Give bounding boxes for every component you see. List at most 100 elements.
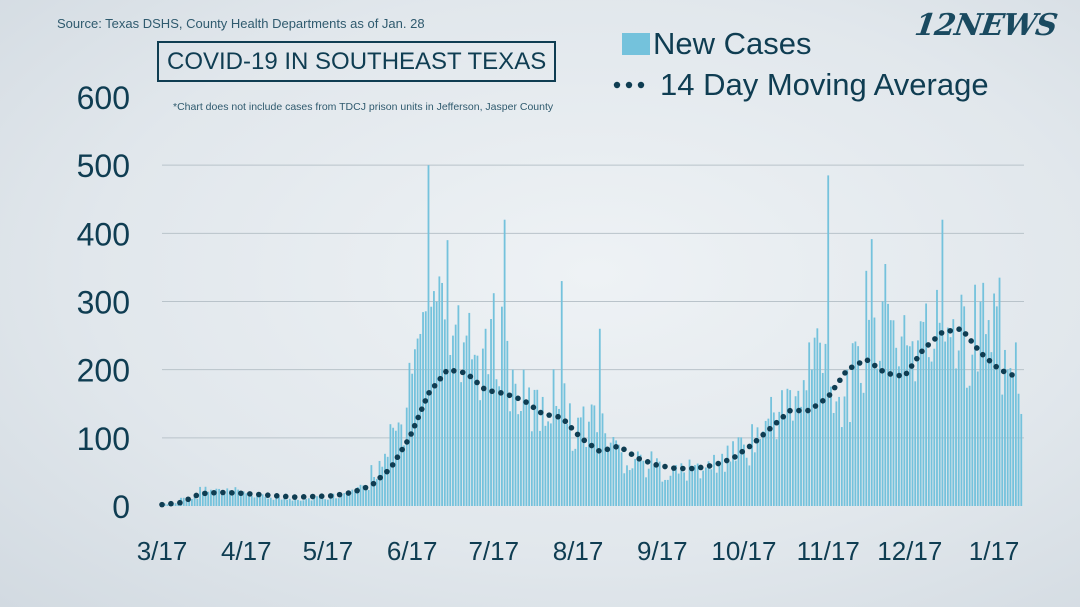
x-tick-label: 5/17 bbox=[303, 536, 354, 566]
moving-average-dot bbox=[389, 462, 396, 468]
bar-new-cases-daily bbox=[862, 392, 865, 506]
bar-new-cases-daily bbox=[307, 498, 310, 506]
bar-new-cases-daily bbox=[849, 422, 851, 506]
bar-new-cases-daily bbox=[851, 343, 854, 506]
bar-new-cases bbox=[294, 497, 297, 506]
bar-new-cases-daily bbox=[753, 452, 756, 506]
bar-new-cases-daily bbox=[378, 460, 381, 506]
bar-new-cases-daily bbox=[242, 491, 245, 506]
moving-average-dot bbox=[229, 490, 235, 496]
bar-new-cases-daily bbox=[517, 414, 520, 506]
bar-new-cases-daily bbox=[791, 420, 794, 506]
bar-new-cases-daily bbox=[919, 321, 922, 506]
moving-average-dot bbox=[238, 490, 244, 497]
bar-new-cases-daily bbox=[525, 402, 528, 506]
bar-new-cases-daily bbox=[229, 490, 231, 506]
bar-new-cases-daily bbox=[454, 324, 457, 506]
moving-average-dot bbox=[925, 342, 932, 348]
bar-new-cases-daily bbox=[558, 408, 560, 506]
bar-new-cases-daily bbox=[661, 481, 664, 506]
moving-average-dot bbox=[282, 493, 289, 500]
bar-new-cases-daily bbox=[471, 359, 473, 506]
moving-average-dot bbox=[1009, 372, 1015, 378]
moving-average-dot bbox=[568, 425, 575, 431]
bar-new-cases-daily bbox=[854, 341, 857, 506]
moving-average-dot bbox=[498, 390, 504, 396]
bar-new-cases-daily bbox=[394, 430, 397, 506]
bar-new-cases-daily bbox=[264, 496, 267, 506]
moving-average-dot bbox=[523, 399, 529, 405]
bar-new-cases-daily bbox=[974, 284, 976, 506]
moving-average-dot bbox=[422, 398, 429, 404]
bar-new-cases bbox=[199, 486, 201, 506]
moving-average-dot bbox=[574, 431, 581, 438]
bar-new-cases-daily bbox=[539, 430, 541, 506]
bar-new-cases-daily bbox=[166, 504, 169, 506]
bar-new-cases-daily bbox=[620, 452, 623, 506]
bar-new-cases-daily bbox=[813, 337, 816, 506]
bar-new-cases bbox=[256, 493, 259, 506]
moving-average-dot bbox=[354, 487, 360, 494]
bar-new-cases-daily bbox=[715, 472, 718, 506]
moving-average-dot bbox=[753, 437, 760, 444]
bar-new-cases-daily bbox=[487, 374, 490, 506]
bar-new-cases-daily bbox=[718, 465, 721, 506]
y-tick-label: 200 bbox=[77, 353, 130, 389]
bar-new-cases-daily bbox=[196, 499, 199, 506]
bar-new-cases bbox=[275, 495, 278, 506]
bar-new-cases-daily bbox=[816, 328, 819, 506]
moving-average-dot bbox=[613, 444, 619, 450]
bar-new-cases-daily bbox=[316, 496, 318, 506]
bar-new-cases-daily bbox=[201, 491, 204, 506]
bar-new-cases-daily bbox=[634, 458, 637, 506]
moving-average-dot bbox=[562, 418, 569, 425]
y-tick-label: 0 bbox=[112, 489, 130, 525]
x-tick-label: 3/17 bbox=[137, 536, 188, 566]
bar-new-cases-daily bbox=[645, 477, 647, 506]
bar-new-cases-daily bbox=[588, 421, 590, 506]
bar-new-cases-daily bbox=[772, 412, 775, 506]
chart-footnote: *Chart does not include cases from TDCJ … bbox=[173, 101, 554, 113]
moving-average-dot bbox=[555, 413, 561, 420]
bar-new-cases bbox=[732, 441, 734, 506]
bar-new-cases-daily bbox=[381, 466, 384, 506]
bar-new-cases-daily bbox=[976, 371, 979, 506]
bar-new-cases-daily bbox=[623, 473, 626, 506]
bar-new-cases-daily bbox=[574, 448, 577, 506]
bar-new-cases bbox=[332, 493, 335, 506]
bar-new-cases-daily bbox=[359, 484, 362, 506]
bar-new-cases-daily bbox=[253, 497, 256, 506]
bar-new-cases-daily bbox=[938, 322, 941, 506]
moving-average-dot bbox=[588, 442, 595, 449]
bar-new-cases-daily bbox=[957, 350, 960, 506]
bar-new-cases bbox=[656, 458, 658, 506]
bar-new-cases-daily bbox=[955, 368, 957, 506]
bar-new-cases-daily bbox=[669, 475, 672, 506]
bar-new-cases-daily bbox=[985, 334, 987, 506]
moving-average-dot bbox=[327, 493, 334, 499]
bar-new-cases-daily bbox=[310, 500, 313, 506]
bar-new-cases-daily bbox=[710, 469, 713, 506]
bar-new-cases-daily bbox=[365, 486, 367, 506]
bar-new-cases-daily bbox=[321, 495, 324, 506]
bar-new-cases-daily bbox=[917, 340, 919, 506]
bar-new-cases-daily bbox=[343, 493, 346, 506]
bar-new-cases-daily bbox=[666, 479, 669, 506]
moving-average-dot bbox=[986, 357, 993, 364]
bar-new-cases-daily bbox=[430, 306, 433, 506]
moving-average-dot bbox=[908, 363, 915, 369]
bar-new-cases-daily bbox=[993, 293, 995, 506]
bar-new-cases-daily bbox=[963, 306, 966, 506]
moving-average-dot bbox=[680, 465, 686, 472]
moving-average-dot bbox=[856, 360, 863, 366]
bar-new-cases-daily bbox=[449, 354, 452, 506]
bar-new-cases bbox=[694, 465, 696, 506]
bar-new-cases-daily bbox=[367, 490, 370, 506]
bar-new-cases-daily bbox=[805, 390, 808, 506]
moving-average-dot bbox=[979, 351, 986, 358]
moving-average-dot bbox=[300, 494, 307, 500]
moving-average-dot bbox=[451, 368, 457, 374]
moving-average-dot bbox=[411, 422, 418, 429]
moving-average-dot bbox=[831, 384, 838, 391]
